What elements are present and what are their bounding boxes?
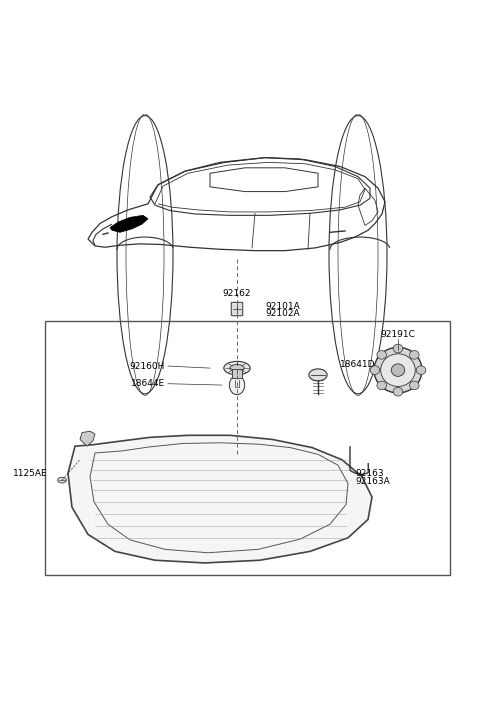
- Text: 18641D: 18641D: [340, 360, 375, 369]
- Text: 92101A: 92101A: [265, 302, 300, 311]
- PathPatch shape: [110, 216, 148, 233]
- Ellipse shape: [409, 381, 419, 390]
- Text: 92102A: 92102A: [265, 309, 300, 318]
- Text: 18644E: 18644E: [131, 379, 165, 388]
- Ellipse shape: [374, 347, 422, 393]
- Text: 92163: 92163: [355, 469, 384, 478]
- Ellipse shape: [416, 366, 426, 375]
- Ellipse shape: [224, 361, 250, 375]
- Bar: [45, 320, 450, 575]
- Text: 92162: 92162: [223, 289, 251, 298]
- Ellipse shape: [370, 366, 380, 375]
- Ellipse shape: [229, 375, 245, 395]
- Ellipse shape: [377, 351, 386, 359]
- PathPatch shape: [68, 436, 372, 563]
- Ellipse shape: [393, 344, 403, 353]
- FancyBboxPatch shape: [231, 303, 243, 316]
- Ellipse shape: [381, 354, 415, 387]
- Text: 92163A: 92163A: [355, 477, 390, 486]
- Text: 92160H: 92160H: [130, 361, 165, 370]
- PathPatch shape: [80, 431, 95, 446]
- Text: 92191C: 92191C: [381, 329, 415, 339]
- Bar: [232, 369, 242, 378]
- Text: 1125AE: 1125AE: [12, 469, 48, 478]
- Ellipse shape: [409, 351, 419, 359]
- Ellipse shape: [230, 365, 244, 372]
- Ellipse shape: [393, 387, 403, 396]
- Ellipse shape: [58, 477, 66, 483]
- Ellipse shape: [391, 364, 405, 376]
- Ellipse shape: [377, 381, 386, 390]
- Ellipse shape: [309, 369, 327, 381]
